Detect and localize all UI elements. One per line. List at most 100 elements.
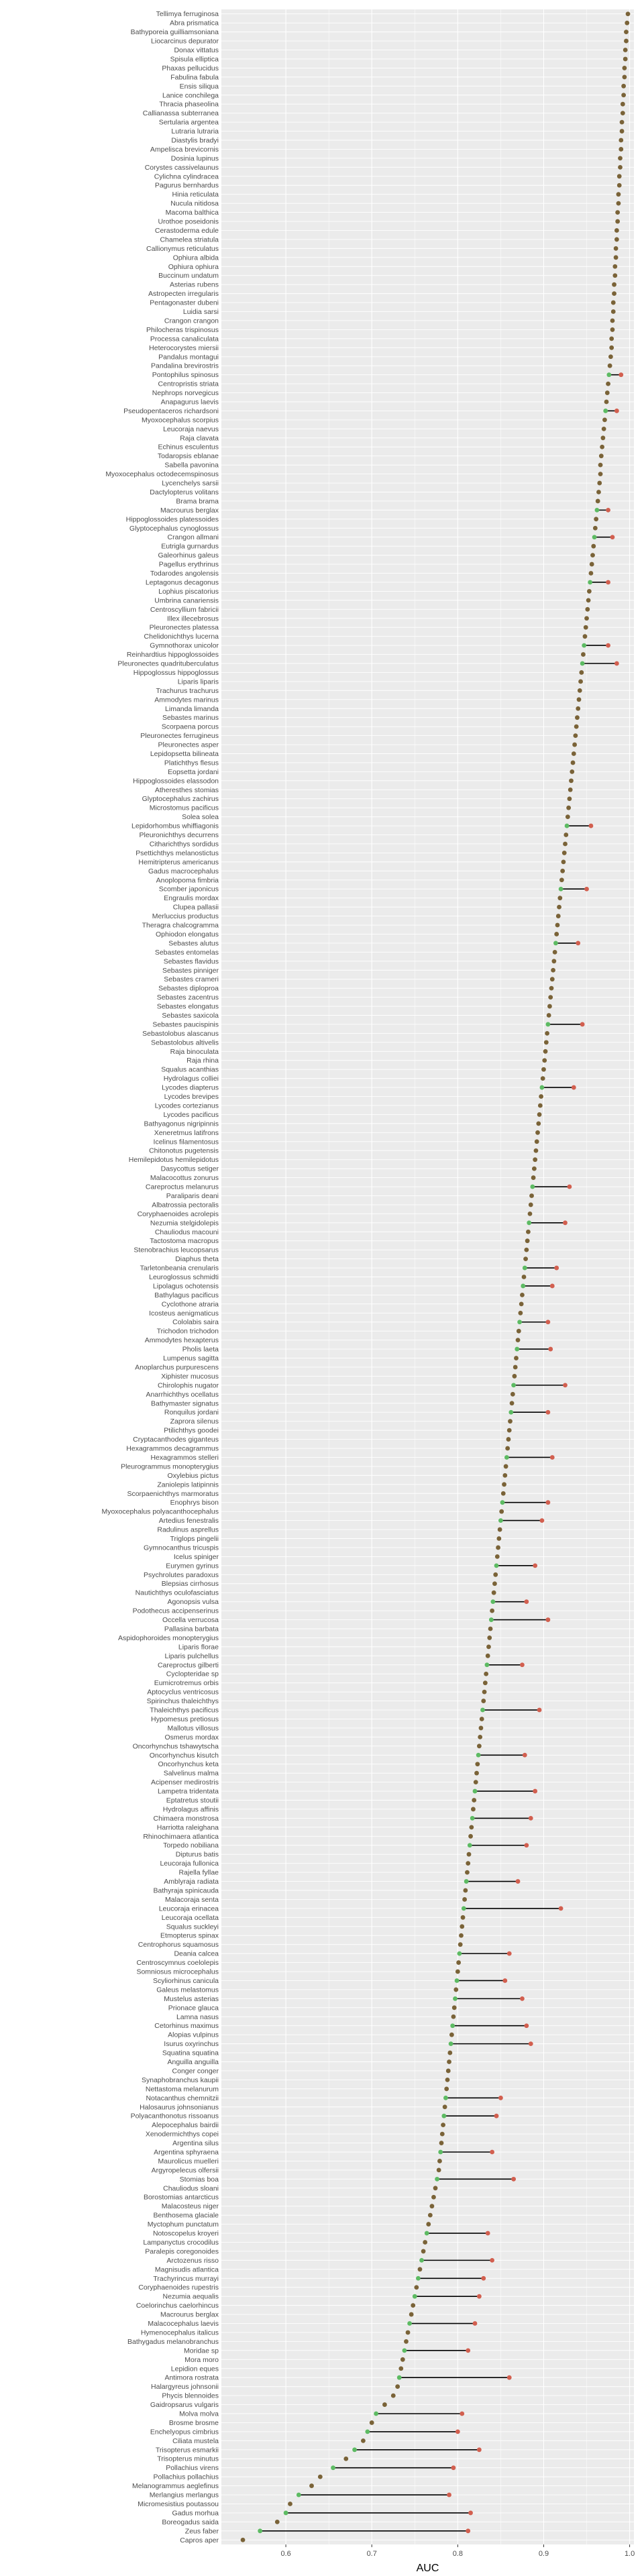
y-tick-label: Clupea pallasii bbox=[173, 904, 219, 912]
comparison-point bbox=[494, 2113, 499, 2118]
y-tick-label: Torpedo nobiliana bbox=[163, 1841, 219, 1849]
comparison-point bbox=[571, 1085, 576, 1090]
auc-point bbox=[586, 589, 592, 594]
auc-point bbox=[494, 1563, 499, 1568]
auc-point bbox=[621, 93, 627, 98]
y-tick-label: Acipenser medirostris bbox=[151, 1778, 219, 1786]
auc-point bbox=[570, 760, 576, 765]
y-tick-label: Trachurus trachurus bbox=[156, 687, 219, 695]
auc-point bbox=[520, 1292, 525, 1297]
auc-point bbox=[470, 1816, 475, 1821]
auc-point bbox=[582, 634, 588, 639]
auc-point bbox=[570, 769, 575, 774]
y-tick-label: Bathymaster signatus bbox=[151, 1399, 219, 1407]
y-tick-label: Tactostoma macropus bbox=[150, 1237, 219, 1245]
x-tick-label: 0.8 bbox=[453, 2550, 463, 2558]
y-tick-label: Atheresthes stomias bbox=[155, 786, 219, 794]
y-tick-label: Melanogrammus aeglefinus bbox=[132, 2482, 219, 2490]
y-tick-label: Solea solea bbox=[182, 813, 219, 821]
y-tick-label: Malacoraja senta bbox=[165, 1896, 219, 1904]
auc-point bbox=[258, 2528, 263, 2534]
auc-point bbox=[369, 2420, 374, 2425]
auc-point bbox=[493, 1572, 498, 1577]
auc-point bbox=[582, 643, 587, 648]
auc-point bbox=[586, 598, 591, 603]
auc-point bbox=[426, 2222, 431, 2226]
comparison-point bbox=[545, 1409, 551, 1415]
y-tick-label: Sertularia argentea bbox=[159, 119, 219, 127]
y-tick-label: Chauliodus macouni bbox=[155, 1228, 219, 1236]
auc-point bbox=[623, 56, 628, 62]
y-tick-label: Leucoraja erinacea bbox=[159, 1904, 219, 1913]
y-tick-label: Lutraria lutraria bbox=[171, 127, 219, 136]
y-tick-label: Isurus oxyrinchus bbox=[164, 2040, 219, 2048]
comparison-point bbox=[588, 823, 594, 828]
y-tick-label: Lampanyctus crocodilus bbox=[143, 2239, 219, 2247]
auc-point bbox=[565, 814, 570, 820]
y-tick-label: Scorpaenichthys marmoratus bbox=[127, 1490, 219, 1498]
y-tick-label: Scyliorhinus canicula bbox=[153, 1977, 219, 1985]
auc-point bbox=[549, 977, 555, 982]
y-tick-label: Gadus macrocephalus bbox=[148, 867, 219, 875]
y-tick-label: Paralepis coregonoides bbox=[145, 2247, 219, 2255]
y-tick-label: Cylichna cylindracea bbox=[154, 172, 219, 180]
comparison-point bbox=[485, 2231, 490, 2236]
y-tick-label: Synaphobranchus kaupii bbox=[142, 2076, 219, 2084]
auc-point bbox=[444, 2086, 449, 2092]
y-tick-label: Xiphister mucosus bbox=[161, 1373, 219, 1381]
y-tick-label: Crangon allmani bbox=[168, 533, 219, 541]
y-tick-label: Centrophorus squamosus bbox=[138, 1941, 219, 1949]
auc-point bbox=[449, 2032, 454, 2037]
auc-point bbox=[604, 390, 610, 395]
auc-point bbox=[478, 1725, 484, 1731]
y-tick-label: Pleurogrammus monopterygius bbox=[121, 1462, 219, 1470]
comparison-point bbox=[460, 2411, 465, 2416]
y-tick-label: Callionymus reticulatus bbox=[146, 245, 219, 253]
y-tick-label: Nephrops norvegicus bbox=[152, 389, 219, 397]
auc-point bbox=[616, 192, 621, 197]
comparison-point bbox=[524, 1843, 529, 1848]
auc-point bbox=[407, 2321, 412, 2326]
comparison-point bbox=[520, 1662, 525, 1668]
auc-point bbox=[460, 1915, 466, 1920]
y-tick-label: Lepidion eques bbox=[171, 2365, 219, 2373]
auc-point bbox=[451, 2014, 456, 2019]
auc-point bbox=[398, 2366, 404, 2371]
y-tick-label: Argyropelecus olfersii bbox=[152, 2166, 219, 2174]
auc-point bbox=[414, 2285, 419, 2290]
y-tick-label: Arctozenus risso bbox=[166, 2257, 219, 2265]
y-tick-label: Astropecten irregularis bbox=[148, 290, 219, 298]
y-tick-label: Lepidopsetta bilineata bbox=[150, 750, 219, 758]
comparison-point bbox=[466, 2528, 471, 2534]
y-tick-label: Centroscyllium fabricii bbox=[150, 606, 219, 614]
auc-point bbox=[447, 2059, 451, 2064]
auc-point bbox=[374, 2411, 379, 2416]
y-tick-label: Lepidorhombus whiffiagonis bbox=[131, 822, 219, 830]
y-tick-label: Paraliparis deani bbox=[166, 1192, 219, 1200]
y-tick-label: Albatrossia pectoralis bbox=[152, 1201, 219, 1209]
y-tick-label: Reinhardtius hippoglossoides bbox=[127, 651, 219, 659]
auc-point bbox=[548, 995, 553, 1000]
auc-point bbox=[564, 833, 569, 837]
y-tick-label: Platichthys flesus bbox=[164, 759, 219, 767]
y-tick-label: Leucoraja fullonica bbox=[160, 1860, 219, 1868]
auc-point bbox=[439, 2131, 445, 2137]
comparison-point bbox=[558, 1906, 564, 1911]
comparison-point bbox=[549, 1283, 555, 1289]
auc-point bbox=[500, 1500, 505, 1505]
auc-point bbox=[623, 48, 628, 52]
auc-point bbox=[445, 2068, 451, 2074]
y-tick-label: Todaropsis eblanae bbox=[158, 452, 219, 460]
y-tick-label: Maurolicus muelleri bbox=[158, 2157, 219, 2165]
y-tick-label: Umbrina canariensis bbox=[154, 596, 219, 604]
auc-point bbox=[592, 525, 598, 531]
auc-point bbox=[486, 1644, 491, 1650]
y-tick-label: Eumicrotremus orbis bbox=[154, 1679, 219, 1687]
auc-point bbox=[610, 300, 616, 305]
y-tick-label: Triglops pingelii bbox=[170, 1535, 219, 1543]
auc-point bbox=[613, 246, 619, 251]
y-tick-label: Dactylopterus volitans bbox=[150, 488, 219, 496]
y-tick-label: Raja rhina bbox=[186, 1057, 219, 1065]
y-tick-label: Aptocyclus ventricosus bbox=[147, 1688, 219, 1697]
